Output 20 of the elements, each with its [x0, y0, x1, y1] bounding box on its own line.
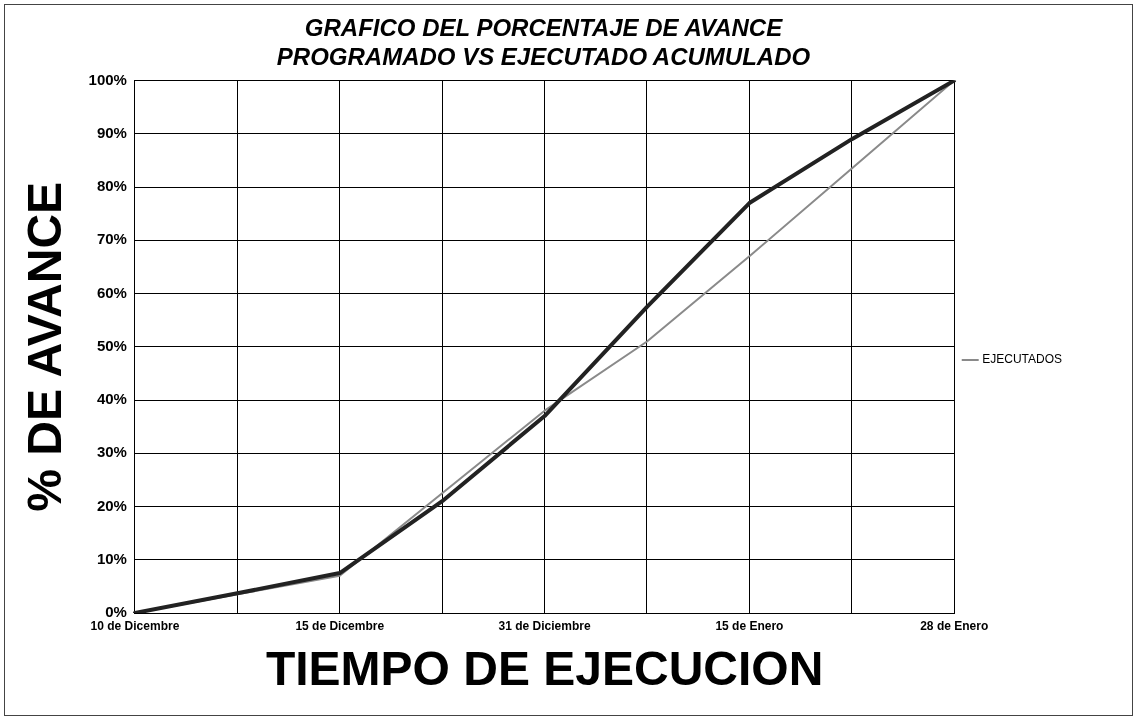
y-tick-label: 10%	[96, 549, 127, 567]
y-tick-label: 50%	[96, 336, 127, 354]
y-tick-label: 0%	[105, 603, 127, 621]
y-tick-label: 90%	[96, 123, 127, 141]
x-tick-label: 15 de Dicembre	[295, 618, 385, 633]
y-tick-label: 70%	[96, 230, 127, 248]
legend-label: EJECUTADOS	[982, 352, 1063, 367]
x-tick-label: 15 de Enero	[715, 618, 784, 633]
x-tick-label: 31 de Diciembre	[498, 618, 591, 633]
y-tick-label: 60%	[96, 283, 127, 301]
y-tick-label: 20%	[96, 496, 127, 514]
y-tick-label: 30%	[96, 443, 127, 461]
y-axis-title: % DE AVANCE	[18, 181, 72, 512]
y-tick-label: 100%	[88, 70, 127, 88]
x-axis-title: TIEMPO DE EJECUCION	[265, 642, 824, 696]
chart-title: GRAFICO DEL PORCENTAJE DE AVANCE PROGRAMADO VS EJECUTADO ACUMULADO	[276, 14, 811, 70]
y-tick-label: 40%	[96, 390, 127, 408]
y-tick-label: 80%	[96, 177, 127, 195]
x-tick-label: 28 de Enero	[920, 618, 989, 633]
x-tick-label: 10 de Dicembre	[90, 618, 180, 633]
